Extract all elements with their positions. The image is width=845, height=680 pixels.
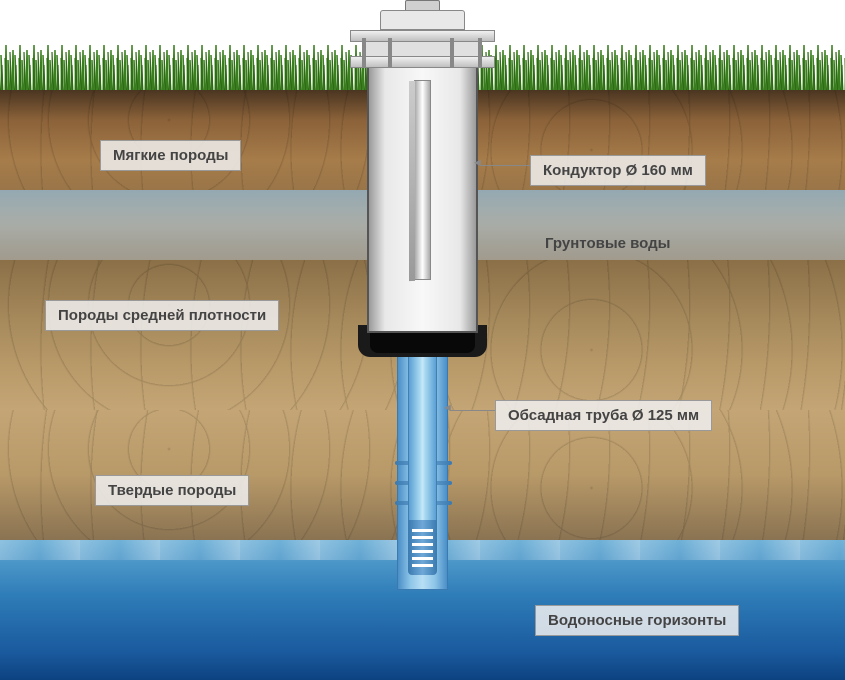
wellhead-assembly <box>350 0 495 80</box>
wellhead-flange-lower <box>350 56 495 68</box>
flange-bolt <box>362 38 366 68</box>
wellhead-top <box>380 10 465 30</box>
label-hard-rock: Твердые породы <box>95 475 249 506</box>
label-aquifer: Водоносные горизонты <box>535 605 739 636</box>
label-medium-rock: Породы средней плотности <box>45 300 279 331</box>
wellhead-neck <box>365 42 480 56</box>
label-soft-rock: Мягкие породы <box>100 140 241 171</box>
pointer-casing <box>450 410 495 411</box>
label-casing: Обсадная труба Ø 125 мм <box>495 400 712 431</box>
pump-filter <box>408 520 437 575</box>
label-conductor: Кондуктор Ø 160 мм <box>530 155 706 186</box>
label-groundwater: Грунтовые воды <box>545 235 670 252</box>
flange-bolt <box>478 38 482 68</box>
pointer-conductor <box>480 165 530 166</box>
flange-bolt <box>450 38 454 68</box>
wellhead-flange-upper <box>350 30 495 42</box>
flange-bolt <box>388 38 392 68</box>
inner-riser-pipe <box>414 80 431 280</box>
